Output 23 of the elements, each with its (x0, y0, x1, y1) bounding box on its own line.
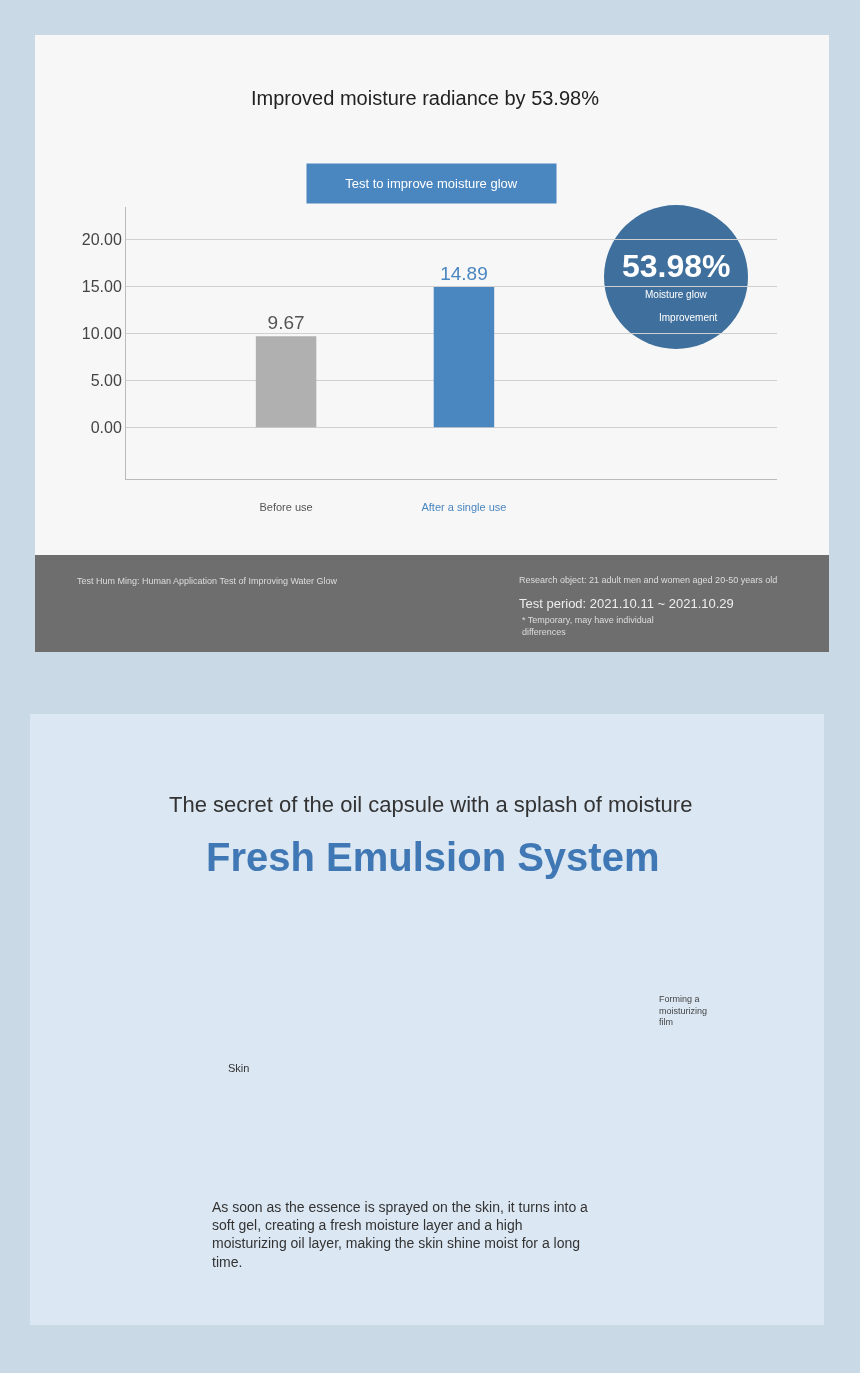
text: Research object: 21 adult men and women aged 20-50 years old (519, 575, 778, 585)
text: 53.98% (622, 248, 731, 284)
x-tick-label: Before use (259, 501, 313, 514)
text: Fresh Emulsion System (206, 835, 660, 879)
text: Forming a moisturizing film (659, 994, 708, 1028)
text: Skin (228, 1062, 250, 1074)
text: Test period: 2021.10.11 ~ 2021.10.29 (519, 596, 734, 611)
data-label: 14.89 (440, 263, 488, 285)
y-tick-label: 20.00 (81, 230, 122, 248)
y-tick-label: 0.00 (90, 418, 122, 436)
text: As soon as the essence is sprayed on the skin, it turns into a soft gel, creating a fresh moisture layer and a high moisturizing oil layer, making the skin shine moist for a long time. (212, 1199, 589, 1270)
y-tick-label: 10.00 (81, 324, 122, 342)
text: Test Hum Ming: Human Application Test of Improving Water Glow (77, 576, 338, 586)
text: Moisture glow (645, 289, 708, 300)
chart-title: Improved moisture radiance by 53.98% (251, 87, 600, 109)
chart-subtitle: Test to improve moisture glow (345, 176, 518, 191)
y-tick-label: 5.00 (90, 371, 122, 389)
text: Improvement (659, 312, 718, 323)
data-label: 9.67 (267, 312, 305, 334)
text: The secret of the oil capsule with a splash of moisture (169, 792, 693, 817)
y-tick-label: 15.00 (81, 277, 122, 295)
x-tick-label: After a single use (421, 501, 507, 514)
text: * Temporary, may have individual differences (522, 615, 654, 637)
